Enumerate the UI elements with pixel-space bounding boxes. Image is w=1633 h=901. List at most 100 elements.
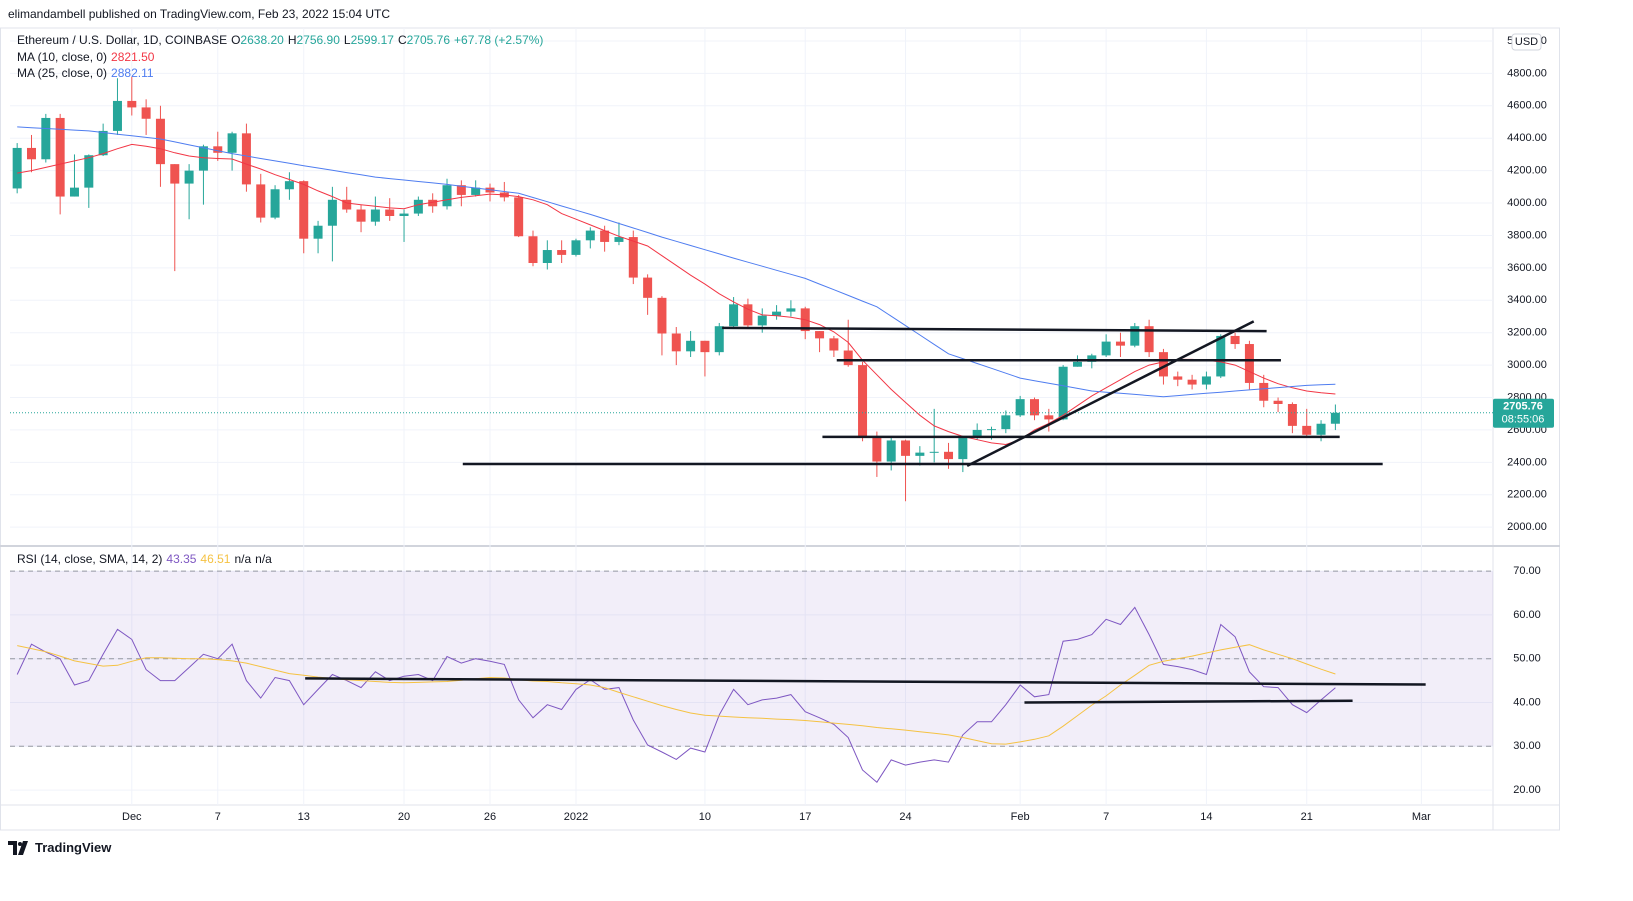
ohlc-key: H <box>287 33 297 47</box>
trend-line <box>966 320 1255 468</box>
y-tick-label: 2400.00 <box>1507 456 1547 468</box>
candle-body <box>155 118 165 165</box>
legend-name: MA (25, close, 0) <box>17 66 108 80</box>
legend-value: n/a <box>234 552 252 566</box>
ohlc-key: L <box>343 33 351 47</box>
rsi-legend: RSI (14, close, SMA, 14, 2) 43.35 46.51 n/a… <box>17 551 276 568</box>
currency-label: USD <box>1515 36 1538 48</box>
candle-body <box>987 429 997 431</box>
candle-body <box>313 225 323 239</box>
candle-body <box>456 185 466 195</box>
candle-body <box>1259 382 1269 401</box>
y-tick-label: 4800.00 <box>1507 67 1547 79</box>
candle-body <box>757 315 767 326</box>
legend-title: RSI (14, close, SMA, 14, 2) <box>17 552 163 566</box>
candle-body <box>1144 326 1154 353</box>
candle-body <box>428 199 438 207</box>
candle-body <box>241 133 251 185</box>
y-tick-label: 4200.00 <box>1507 165 1547 177</box>
candle-body <box>872 436 882 462</box>
candle-body <box>1015 399 1025 416</box>
y-tick-label: 50.00 <box>1513 653 1541 665</box>
candle-body <box>327 199 337 226</box>
candle-body <box>26 147 36 160</box>
candle-body <box>413 199 423 214</box>
candle-body <box>98 130 108 156</box>
y-tick-label: 60.00 <box>1513 609 1541 621</box>
candle-body <box>1187 379 1197 385</box>
x-tick-label: 21 <box>1301 811 1313 823</box>
candle-body <box>1244 344 1254 383</box>
candle-body <box>958 438 968 460</box>
ohlc-value: 2638.20 <box>240 33 284 47</box>
legend-value: 46.51 <box>200 552 231 566</box>
ohlc-key: C <box>397 33 407 47</box>
x-tick-label: 20 <box>398 811 410 823</box>
candle-body <box>571 240 581 255</box>
candle-body <box>714 326 724 353</box>
logo <box>8 840 28 855</box>
candle-body <box>915 452 925 456</box>
x-tick-label: Mar <box>1412 811 1431 823</box>
candle-body <box>41 117 51 160</box>
candle-body <box>929 451 939 453</box>
currency-box <box>1511 33 1542 51</box>
candle-body <box>772 311 782 316</box>
legend-value: 2821.50 <box>111 49 155 64</box>
candle-body <box>69 187 79 197</box>
x-tick-label: 14 <box>1200 811 1212 823</box>
candle-body <box>886 440 896 462</box>
y-tick-label: 3400.00 <box>1507 294 1547 306</box>
candle-body <box>671 333 681 352</box>
legend-row: MA (10, close, 0) 2821.50 <box>17 49 547 66</box>
candle-body <box>256 184 266 218</box>
y-tick-label: 30.00 <box>1513 740 1541 752</box>
y-tick-label: 70.00 <box>1513 565 1541 577</box>
ohlc-value: 2705.76 <box>406 33 451 47</box>
x-tick-label: 26 <box>484 811 496 823</box>
candle-body <box>184 170 194 184</box>
legend-title: Ethereum / U.S. Dollar, 1D, COINBASE <box>17 33 228 47</box>
ohlc-key: O <box>231 33 241 47</box>
candle-body <box>55 117 65 197</box>
candle-body <box>84 155 94 188</box>
candle-body <box>284 181 294 190</box>
legend-value: n/a <box>255 552 272 566</box>
legend-name: MA (10, close, 0) <box>17 49 108 64</box>
candle-body <box>342 199 352 210</box>
y-tick-label: 3200.00 <box>1507 327 1547 339</box>
candle-body <box>1230 335 1240 345</box>
rsi-line <box>16 606 1336 783</box>
footer: TradingView <box>8 840 111 855</box>
candle-body <box>227 133 237 153</box>
y-tick-label: 4600.00 <box>1507 100 1547 112</box>
candle-body <box>1173 376 1183 380</box>
trend-line <box>1024 699 1353 704</box>
candle-body <box>628 237 638 278</box>
legend-value: 2882.11 <box>111 66 154 80</box>
candle-body <box>944 451 954 460</box>
candle-body <box>643 277 653 298</box>
candle-body <box>12 147 22 189</box>
x-tick-label: 7 <box>215 811 221 823</box>
candle-body <box>843 350 853 366</box>
candle-body <box>1001 415 1011 430</box>
candle-body <box>1058 366 1068 420</box>
candle-body <box>1087 355 1097 362</box>
candle-body <box>112 100 122 131</box>
last-price-box <box>1493 398 1554 428</box>
candle-body <box>858 365 868 437</box>
y-tick-label: 20.00 <box>1513 784 1541 796</box>
candle-body <box>786 308 796 312</box>
brand: TradingView <box>35 840 112 855</box>
y-tick-label: 4400.00 <box>1507 132 1547 144</box>
change: +67.78 (+2.57%) <box>454 33 544 47</box>
candle-body <box>1201 376 1211 385</box>
candle-body <box>1316 423 1326 435</box>
candle-body <box>1044 415 1054 420</box>
x-tick-label: Feb <box>1011 811 1030 823</box>
candle-body <box>700 340 710 353</box>
x-tick-label: 10 <box>699 811 711 823</box>
candle-body <box>815 331 825 339</box>
